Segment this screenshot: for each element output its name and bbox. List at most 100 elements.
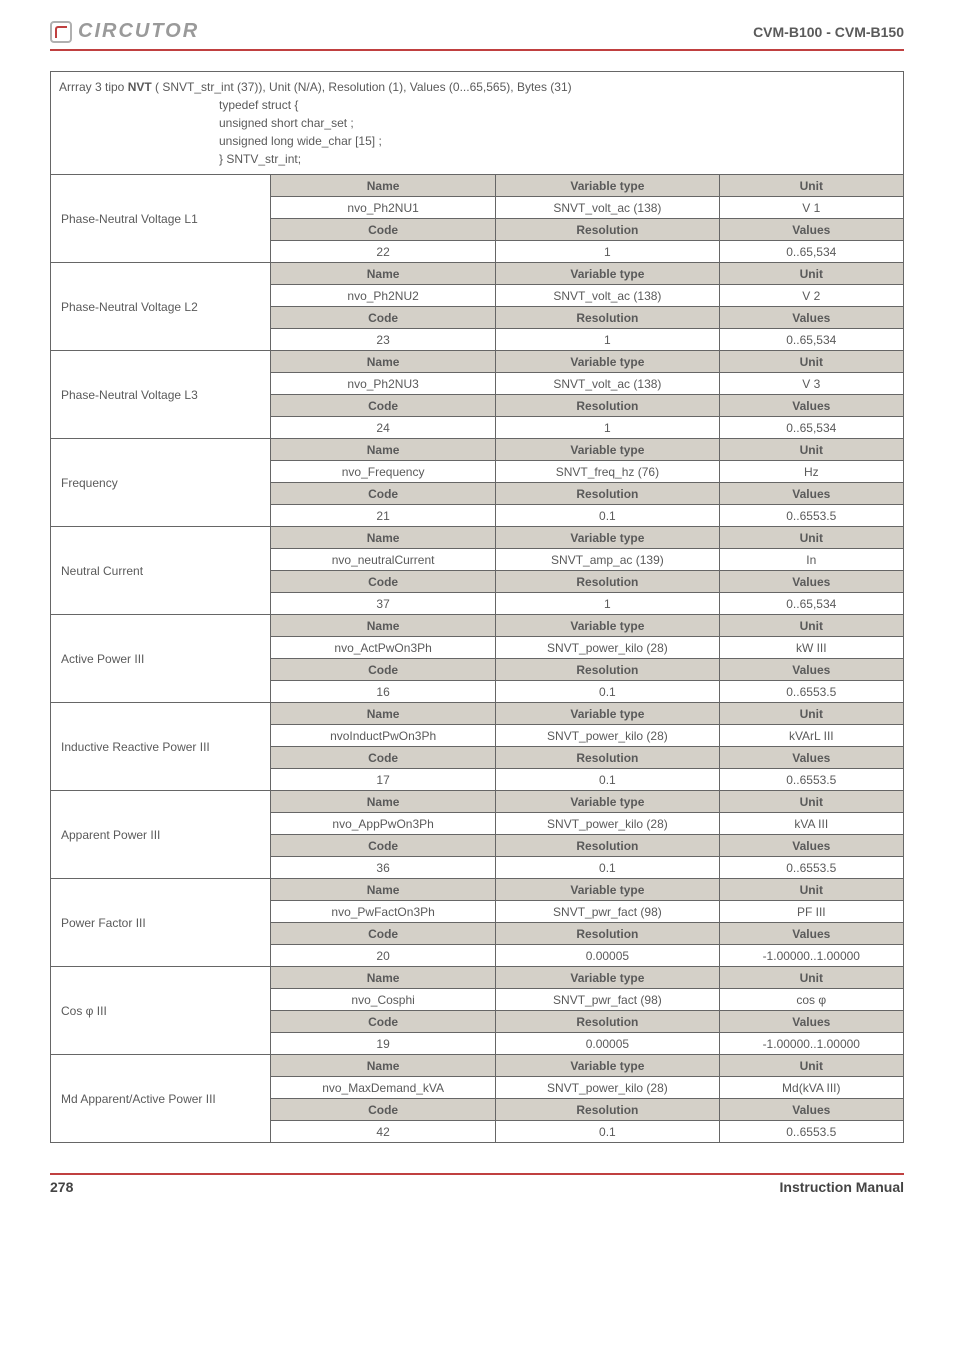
page-header: CIRCUTOR CVM-B100 - CVM-B150 [50,20,904,51]
col-name-header: Name [271,439,496,461]
cell-unit: kVA III [719,813,903,835]
cell-values: 0..6553.5 [719,505,903,527]
cell-values: 0..65,534 [719,417,903,439]
cell-vtype: SNVT_pwr_fact (98) [496,901,719,923]
cell-code: 42 [271,1121,496,1143]
col-code-header: Code [271,659,496,681]
array-line1-bold: NVT [128,80,152,94]
logo-text: CIRCUTOR [78,20,199,43]
cell-name: nvo_Frequency [271,461,496,483]
cell-values: 0..6553.5 [719,857,903,879]
col-unit-header: Unit [719,879,903,901]
struct-line-1: typedef struct { [59,96,895,114]
col-unit-header: Unit [719,351,903,373]
col-name-header: Name [271,175,496,197]
cell-vtype: SNVT_volt_ac (138) [496,373,719,395]
row-label: Power Factor III [51,879,271,967]
col-unit-header: Unit [719,967,903,989]
cell-res: 1 [496,241,719,263]
col-name-header: Name [271,967,496,989]
row-label: Phase-Neutral Voltage L2 [51,263,271,351]
col-res-header: Resolution [496,395,719,417]
manual-label: Instruction Manual [780,1179,904,1195]
col-res-header: Resolution [496,307,719,329]
cell-unit: cos φ [719,989,903,1011]
cell-code: 17 [271,769,496,791]
col-vtype-header: Variable type [496,351,719,373]
col-values-header: Values [719,1099,903,1121]
product-title: CVM-B100 - CVM-B150 [753,24,904,40]
page-number: 278 [50,1179,73,1195]
col-vtype-header: Variable type [496,175,719,197]
cell-res: 0.00005 [496,1033,719,1055]
cell-values: -1.00000..1.00000 [719,945,903,967]
struct-line-2: unsigned short char_set ; [59,114,895,132]
col-vtype-header: Variable type [496,439,719,461]
col-unit-header: Unit [719,263,903,285]
cell-name: nvo_Cosphi [271,989,496,1011]
cell-unit: PF III [719,901,903,923]
cell-name: nvo_Ph2NU2 [271,285,496,307]
cell-code: 19 [271,1033,496,1055]
col-values-header: Values [719,483,903,505]
row-label: Md Apparent/Active Power III [51,1055,271,1143]
col-code-header: Code [271,1099,496,1121]
cell-name: nvo_AppPwOn3Ph [271,813,496,835]
col-values-header: Values [719,835,903,857]
col-values-header: Values [719,1011,903,1033]
cell-code: 36 [271,857,496,879]
col-unit-header: Unit [719,703,903,725]
cell-unit: kW III [719,637,903,659]
col-code-header: Code [271,307,496,329]
spec-table: Arrray 3 tipo NVT ( SNVT_str_int (37)), … [50,71,904,1143]
cell-values: 0..65,534 [719,241,903,263]
array-line1-pre: Arrray 3 tipo [59,80,128,94]
cell-name: nvo_ActPwOn3Ph [271,637,496,659]
cell-unit: Hz [719,461,903,483]
col-vtype-header: Variable type [496,703,719,725]
col-values-header: Values [719,571,903,593]
cell-res: 1 [496,593,719,615]
cell-values: 0..6553.5 [719,769,903,791]
cell-vtype: SNVT_power_kilo (28) [496,637,719,659]
col-res-header: Resolution [496,483,719,505]
col-name-header: Name [271,351,496,373]
cell-name: nvo_MaxDemand_kVA [271,1077,496,1099]
col-code-header: Code [271,219,496,241]
col-res-header: Resolution [496,1011,719,1033]
col-name-header: Name [271,879,496,901]
cell-vtype: SNVT_amp_ac (139) [496,549,719,571]
col-unit-header: Unit [719,791,903,813]
col-unit-header: Unit [719,527,903,549]
cell-vtype: SNVT_freq_hz (76) [496,461,719,483]
col-code-header: Code [271,571,496,593]
cell-unit: kVArL III [719,725,903,747]
col-code-header: Code [271,1011,496,1033]
col-name-header: Name [271,1055,496,1077]
cell-vtype: SNVT_volt_ac (138) [496,285,719,307]
cell-code: 24 [271,417,496,439]
cell-res: 0.1 [496,1121,719,1143]
row-label: Inductive Reactive Power III [51,703,271,791]
col-unit-header: Unit [719,439,903,461]
page-footer: 278 Instruction Manual [50,1173,904,1195]
cell-name: nvo_Ph2NU3 [271,373,496,395]
col-name-header: Name [271,703,496,725]
cell-res: 1 [496,329,719,351]
cell-unit: V 3 [719,373,903,395]
cell-vtype: SNVT_pwr_fact (98) [496,989,719,1011]
cell-vtype: SNVT_power_kilo (28) [496,813,719,835]
cell-res: 0.1 [496,769,719,791]
logo-icon [50,21,72,43]
cell-code: 22 [271,241,496,263]
col-values-header: Values [719,923,903,945]
col-code-header: Code [271,747,496,769]
col-name-header: Name [271,615,496,637]
col-values-header: Values [719,659,903,681]
row-label: Apparent Power III [51,791,271,879]
col-name-header: Name [271,527,496,549]
cell-code: 16 [271,681,496,703]
cell-unit: Md(kVA III) [719,1077,903,1099]
cell-values: 0..6553.5 [719,681,903,703]
cell-res: 1 [496,417,719,439]
